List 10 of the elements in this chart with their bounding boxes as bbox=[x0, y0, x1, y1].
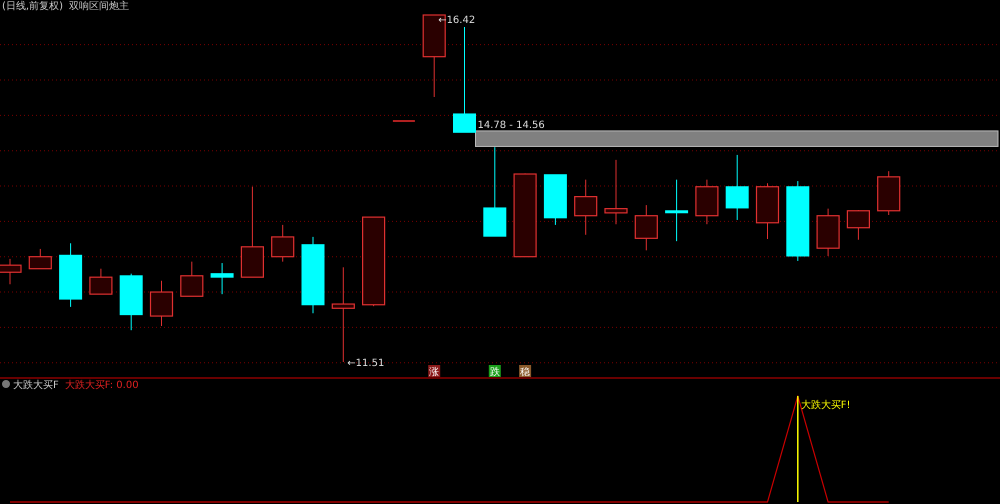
text: 涨 bbox=[429, 366, 440, 378]
text: 跌 bbox=[490, 366, 500, 378]
annotation: ←11.51 bbox=[347, 358, 384, 369]
chart-title: 大跌大买F bbox=[13, 379, 59, 391]
band-label: 14.78 - 14.56 bbox=[478, 120, 545, 131]
text: 大跌大买F: 0.00 bbox=[64, 379, 139, 391]
chart-title: 双响区间炮主 bbox=[68, 0, 129, 12]
text: 稳 bbox=[520, 366, 530, 378]
annotation: 大跌大买F! bbox=[800, 399, 851, 411]
chart-subtitle: (日线,前复权) bbox=[2, 0, 64, 12]
